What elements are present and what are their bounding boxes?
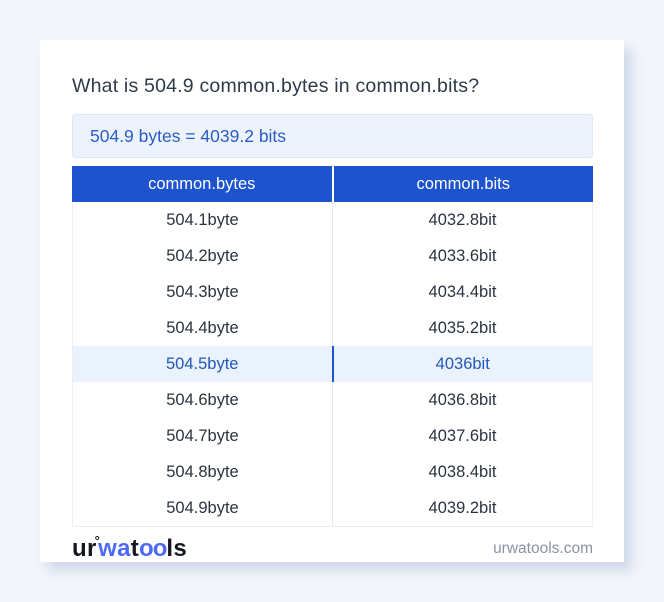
bytes-cell: 504.7byte (73, 418, 333, 454)
logo-text-ls: ls (166, 534, 187, 562)
urwatools-logo[interactable]: ur°watools (72, 532, 187, 563)
column-header-bytes: common.bytes (72, 166, 332, 202)
bits-cell: 4034.4bit (428, 282, 497, 301)
conversion-result-text: 504.9 bytes = 4039.2 bits (90, 125, 287, 146)
table-header-row: common.bytes common.bits (72, 166, 593, 202)
bytes-cell: 504.1byte (73, 202, 333, 238)
bits-cell: 4037.6bit (428, 426, 497, 445)
table-row: 504.9byte 4039.2bit (73, 490, 592, 526)
card-footer: ur°watools urwatools.com (72, 529, 593, 568)
table-body: 504.1byte 4032.8bit 504.2byte 4033.6bit … (72, 202, 593, 527)
bits-cell: 4036.8bit (428, 390, 497, 409)
table-row: 504.3byte 4034.4bit (73, 274, 592, 310)
bytes-cell: 504.9byte (73, 490, 333, 526)
bytes-cell: 504.3byte (73, 274, 333, 310)
bytes-cell: 504.8byte (73, 454, 333, 490)
bits-cell: 4032.8bit (428, 210, 497, 229)
conversion-table: common.bytes common.bits 504.1byte 4032.… (72, 166, 593, 527)
table-row: 504.1byte 4032.8bit (73, 202, 592, 238)
bits-cell: 4035.2bit (428, 318, 497, 337)
table-row: 504.6byte 4036.8bit (73, 382, 592, 418)
logo-degree-icon: ° (94, 532, 101, 548)
bits-cell: 4036bit (435, 354, 490, 373)
bytes-cell: 504.6byte (73, 382, 333, 418)
table-row: 504.5byte 4036bit (73, 346, 592, 382)
table-row: 504.4byte 4035.2bit (73, 310, 592, 346)
logo-glasses-icon: oo (139, 534, 167, 562)
table-row: 504.8byte 4038.4bit (73, 454, 592, 490)
logo-text-ur: ur (72, 534, 97, 562)
bytes-cell: 504.2byte (73, 238, 333, 274)
bytes-cell: 504.5byte (73, 346, 334, 382)
logo-text-wa: wa (98, 534, 131, 562)
converter-card: What is 504.9 common.bytes in common.bit… (40, 40, 624, 562)
bytes-cell: 504.4byte (73, 310, 333, 346)
logo-text-t: t (130, 534, 140, 562)
bits-cell: 4038.4bit (428, 462, 497, 481)
bits-cell: 4033.6bit (428, 246, 497, 265)
page-title: What is 504.9 common.bytes in common.bit… (72, 75, 480, 97)
column-header-bits: common.bits (333, 166, 593, 202)
bits-cell: 4039.2bit (428, 498, 497, 517)
conversion-result-box: 504.9 bytes = 4039.2 bits (72, 114, 593, 158)
table-row: 504.7byte 4037.6bit (73, 418, 592, 454)
table-row: 504.2byte 4033.6bit (73, 238, 592, 274)
site-domain-text: urwatools.com (493, 539, 593, 557)
